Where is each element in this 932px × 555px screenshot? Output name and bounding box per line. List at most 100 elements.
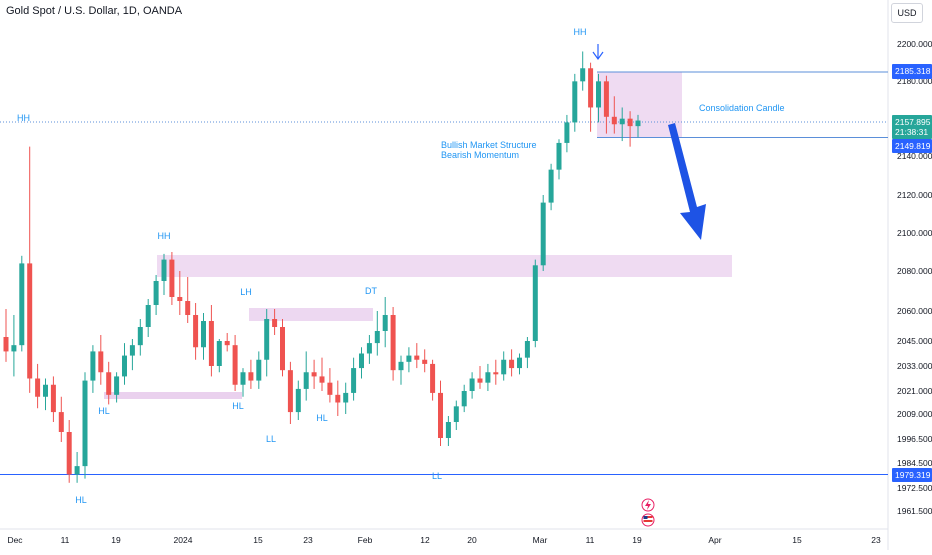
- price-badge: [892, 139, 932, 153]
- candle-body: [461, 391, 467, 407]
- candle-body: [153, 281, 159, 305]
- candle-body: [493, 372, 499, 375]
- candle-body: [422, 359, 428, 364]
- annotation-label: LH: [240, 287, 252, 297]
- candle-body: [351, 368, 357, 393]
- time-tick-label: Feb: [358, 535, 373, 545]
- candle-body: [177, 297, 183, 301]
- candle-body: [264, 319, 270, 360]
- candle-body: [335, 394, 341, 403]
- us-flag-event-icon: [643, 516, 653, 518]
- candle-body: [611, 116, 617, 125]
- price-badge-countdown: 21:38:31: [895, 127, 928, 137]
- chart-title: Gold Spot / U.S. Dollar, 1D, OANDA: [6, 5, 183, 17]
- candle-body: [232, 345, 238, 385]
- candle-body: [366, 343, 372, 354]
- candle-body: [619, 118, 625, 125]
- candle-body: [129, 345, 135, 356]
- time-tick-label: 2024: [174, 535, 193, 545]
- annotation-label: HL: [75, 495, 87, 505]
- candle-body: [580, 68, 586, 82]
- price-tick-label: 1972.500: [897, 483, 932, 493]
- candle-body: [540, 202, 546, 266]
- time-tick-label: 15: [253, 535, 263, 545]
- candle-body: [485, 372, 491, 383]
- candle-body: [169, 259, 175, 297]
- price-badge-label: 2185.318: [895, 66, 931, 76]
- candle-body: [58, 412, 64, 432]
- candle-body: [35, 378, 41, 397]
- annotation-label: HL: [232, 401, 244, 411]
- candle-body: [501, 359, 507, 375]
- currency-button[interactable]: USD: [891, 3, 923, 23]
- time-tick-label: 11: [586, 535, 595, 545]
- candle-body: [11, 345, 17, 352]
- candle-body: [548, 169, 554, 203]
- lightning-event-icon: [645, 500, 651, 510]
- price-tick-label: 1984.500: [897, 458, 932, 468]
- candle-body: [374, 331, 380, 344]
- time-tick-label: 11: [61, 535, 70, 545]
- annotation-label: HL: [316, 413, 328, 423]
- candle-body: [524, 341, 530, 358]
- us-flag-event-icon: [643, 520, 653, 522]
- candle-body: [201, 321, 206, 348]
- time-tick-label: Mar: [533, 535, 548, 545]
- candle-body: [122, 355, 127, 377]
- candle-body: [477, 378, 483, 383]
- time-tick-label: Dec: [7, 535, 23, 545]
- candle-body: [572, 81, 578, 123]
- price-badge-label: 1979.319: [895, 470, 931, 480]
- candle-body: [445, 422, 451, 438]
- annotation-label: HH: [158, 231, 171, 241]
- candle-body: [145, 305, 151, 327]
- candle-body: [406, 355, 412, 362]
- price-tick-label: 2120.000: [897, 190, 932, 200]
- candle-body: [532, 265, 538, 341]
- annotation-label: Bearish Momentum: [441, 150, 519, 160]
- lower-high-zone: [249, 308, 373, 321]
- candle-body: [627, 118, 633, 127]
- candle-body: [430, 363, 436, 393]
- candle-body: [114, 376, 120, 395]
- candle-body: [596, 81, 601, 108]
- price-tick-label: 2009.000: [897, 409, 932, 419]
- candle-body: [603, 81, 609, 117]
- candle-body: [359, 353, 364, 369]
- price-badge-label: 2157.895: [895, 117, 931, 127]
- candle-body: [517, 357, 522, 369]
- higher-low-zone: [104, 392, 242, 399]
- candle-body: [453, 406, 459, 422]
- time-tick-label: 12: [420, 535, 430, 545]
- candle-body: [50, 384, 56, 413]
- price-tick-label: 2140.000: [897, 151, 932, 161]
- annotation-label: LL: [266, 434, 276, 444]
- price-tick-label: 2180.000: [897, 76, 932, 86]
- annotation-label: LL: [432, 471, 442, 481]
- candle-body: [295, 388, 301, 413]
- time-tick-label: 15: [792, 535, 802, 545]
- candle-body: [185, 301, 191, 315]
- annotation-label: HH: [574, 27, 587, 37]
- price-tick-label: 2021.000: [897, 386, 932, 396]
- time-tick-label: 19: [632, 535, 642, 545]
- candle-body: [137, 327, 143, 346]
- annotation-label: HH: [17, 113, 30, 123]
- candle-body: [106, 372, 112, 395]
- candle-body: [390, 315, 396, 371]
- candle-body: [208, 321, 214, 366]
- candle-body: [509, 359, 515, 369]
- candle-body: [27, 263, 33, 379]
- time-tick-label: Apr: [708, 535, 721, 545]
- candle-body: [327, 382, 333, 395]
- candle-body: [272, 319, 278, 327]
- candle-body: [414, 355, 420, 360]
- price-tick-label: 1996.500: [897, 434, 932, 444]
- price-tick-label: 2033.000: [897, 361, 932, 371]
- annotation-label: Bullish Market Structure: [441, 140, 537, 150]
- annotation-label: DT: [365, 286, 377, 296]
- price-tick-label: 2045.000: [897, 336, 932, 346]
- projection-arrow: [668, 123, 706, 240]
